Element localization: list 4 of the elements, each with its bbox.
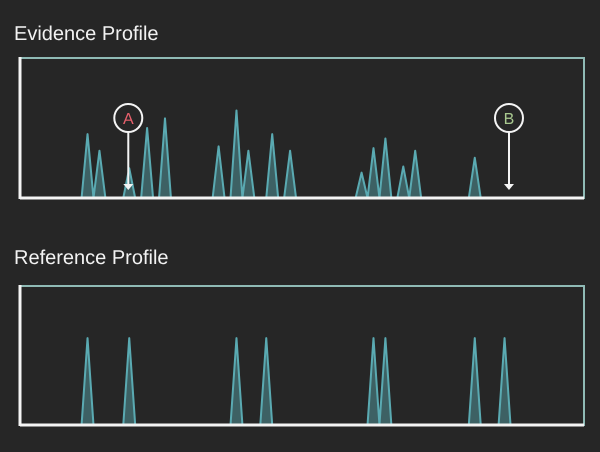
chart-title: Reference Profile (14, 247, 169, 269)
chart-title: Evidence Profile (14, 23, 159, 45)
annotation: B (504, 111, 514, 128)
annotation: A (122, 111, 134, 128)
